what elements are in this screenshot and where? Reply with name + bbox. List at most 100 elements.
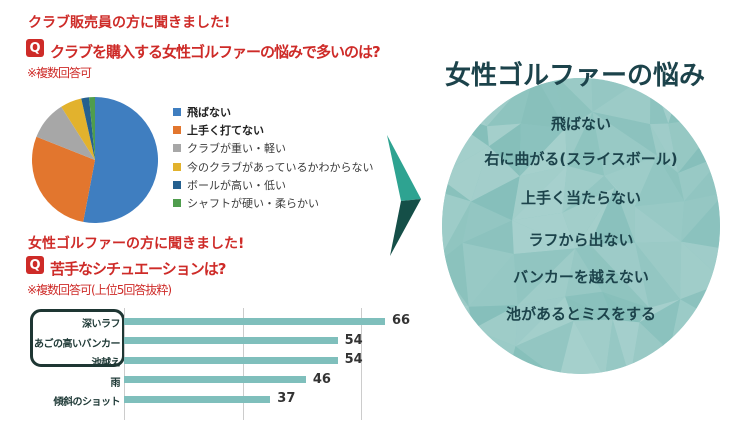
legend-item: 上手く打てない	[173, 121, 373, 139]
bubble-facet	[562, 187, 615, 249]
legend-swatch-icon	[173, 180, 181, 189]
bubble-facet	[553, 78, 593, 129]
bubble-facet	[565, 296, 613, 321]
legend-swatch-icon	[173, 199, 181, 208]
bar	[124, 356, 338, 364]
survey1-heading: クラブ販売員の方に聞きました!	[28, 15, 231, 31]
bubble-facet	[567, 112, 605, 176]
bubble-facet	[573, 319, 613, 374]
bubble-facet	[512, 212, 576, 249]
bubble-facet	[487, 123, 521, 147]
bubble-facet	[604, 155, 657, 207]
bar-label: 雨	[110, 377, 121, 389]
bubble-facet	[565, 112, 593, 166]
bubble-item: 池があるとミスをする	[505, 305, 656, 323]
legend-item: シャフトが硬い・柔らかい	[173, 194, 373, 212]
bubble-facet	[562, 175, 615, 213]
pie-slice-3	[61, 98, 95, 160]
bubble-facet	[517, 248, 576, 306]
top3-highlight-box	[30, 309, 125, 367]
bubble-facet	[650, 123, 679, 173]
bar	[124, 337, 338, 344]
survey2-heading: 女性ゴルファーの方に聞きました!	[28, 236, 245, 252]
bubble-facet	[635, 242, 681, 308]
bar-value: 46	[312, 371, 331, 387]
pie-slice-4	[81, 97, 95, 160]
bubble-facet	[515, 320, 574, 374]
bar	[124, 395, 271, 403]
bubble-facet	[634, 201, 685, 242]
bubble-facet	[468, 305, 518, 329]
bubble-facet	[442, 338, 483, 374]
pie-slice-2	[36, 106, 95, 160]
pie-slice-1	[32, 136, 95, 222]
pie-chart	[32, 97, 158, 223]
bubble-item: 上手く当たらない	[520, 189, 641, 207]
bubble-facet	[604, 319, 630, 374]
bubble-facet	[634, 206, 682, 243]
bar-value: 66	[392, 313, 411, 328]
bubble-facet	[639, 299, 681, 323]
legend-item: クラブが重い・軽い	[173, 139, 373, 157]
bubble-facet	[635, 241, 682, 300]
q-badge-icon: Q	[26, 256, 44, 274]
bubble-facet	[512, 165, 567, 221]
q-badge-icon: Q	[26, 39, 44, 57]
survey2-question: 苦手なシチュエーションは?	[50, 260, 226, 278]
bubble-facet	[681, 241, 720, 283]
bubble-facet	[592, 112, 657, 176]
bubble-item: 右に曲がる(スライスボール)	[484, 150, 678, 168]
bar-value: 54	[344, 332, 363, 348]
gridline	[242, 308, 244, 420]
bubble-facet	[589, 242, 650, 308]
bubble-facet	[562, 165, 605, 213]
gridline	[361, 308, 363, 420]
bar-value: 37	[277, 391, 296, 406]
bubble-facet	[513, 248, 576, 306]
bubble-facet	[471, 176, 520, 221]
bubble-facet	[471, 146, 520, 202]
bar-label: 池越え	[91, 358, 121, 369]
bubble-facet	[462, 242, 514, 307]
bubble-facet	[472, 305, 518, 347]
bubble-facet	[462, 201, 513, 243]
legend-label: 飛ばない	[187, 106, 231, 120]
bubble-facet	[612, 319, 640, 374]
bubble-facet	[589, 187, 636, 245]
bubble-facet	[442, 329, 483, 374]
bar	[124, 376, 306, 383]
survey1-note: ※複数回答可	[27, 66, 92, 80]
bubble-facet	[614, 187, 636, 243]
arrow-lower-facet	[390, 199, 421, 256]
bubble-facet	[519, 123, 566, 177]
legend-label: シャフトが硬い・柔らかい	[187, 197, 319, 211]
survey1-question: クラブを購入する女性ゴルファーの悩みで多いのは?	[50, 43, 381, 61]
legend-swatch-icon	[173, 108, 181, 117]
legend-label: ボールが高い・低い	[187, 178, 286, 192]
bubble-item: ラフから出ない	[528, 231, 634, 249]
bubble-background	[442, 78, 720, 374]
bubble-title: 女性ゴルファーの悩み	[444, 61, 705, 91]
bubble-facet	[604, 175, 635, 207]
bubble-facet	[681, 192, 720, 249]
bubble-facet	[575, 244, 603, 292]
bar-value: 54	[344, 352, 363, 367]
bubble-item: バンカーを越えない	[513, 268, 649, 286]
bubble-facet	[515, 296, 566, 347]
pie-slice-0	[83, 97, 158, 223]
legend-item: 今のクラブがあっているかわからない	[173, 158, 373, 176]
bubble-facet	[558, 320, 605, 374]
bubble-facet	[462, 220, 514, 254]
bar-label: 傾斜のショット	[53, 397, 121, 408]
legend-label: 今のクラブがあっているかわからない	[187, 160, 374, 174]
bubble-facet	[488, 123, 521, 177]
bubble-facet	[565, 291, 613, 320]
bubble-facet	[669, 353, 720, 374]
concerns-bubble: 女性ゴルファーの悩み 飛ばない 右に曲がる(スライスボール) 上手く当たらない ラフか…	[425, 50, 730, 385]
bar	[124, 317, 385, 325]
arrow-upper-facet	[387, 135, 421, 201]
legend-swatch-icon	[173, 162, 181, 171]
legend-item: 飛ばない	[173, 103, 373, 121]
bubble-facet	[468, 254, 518, 307]
